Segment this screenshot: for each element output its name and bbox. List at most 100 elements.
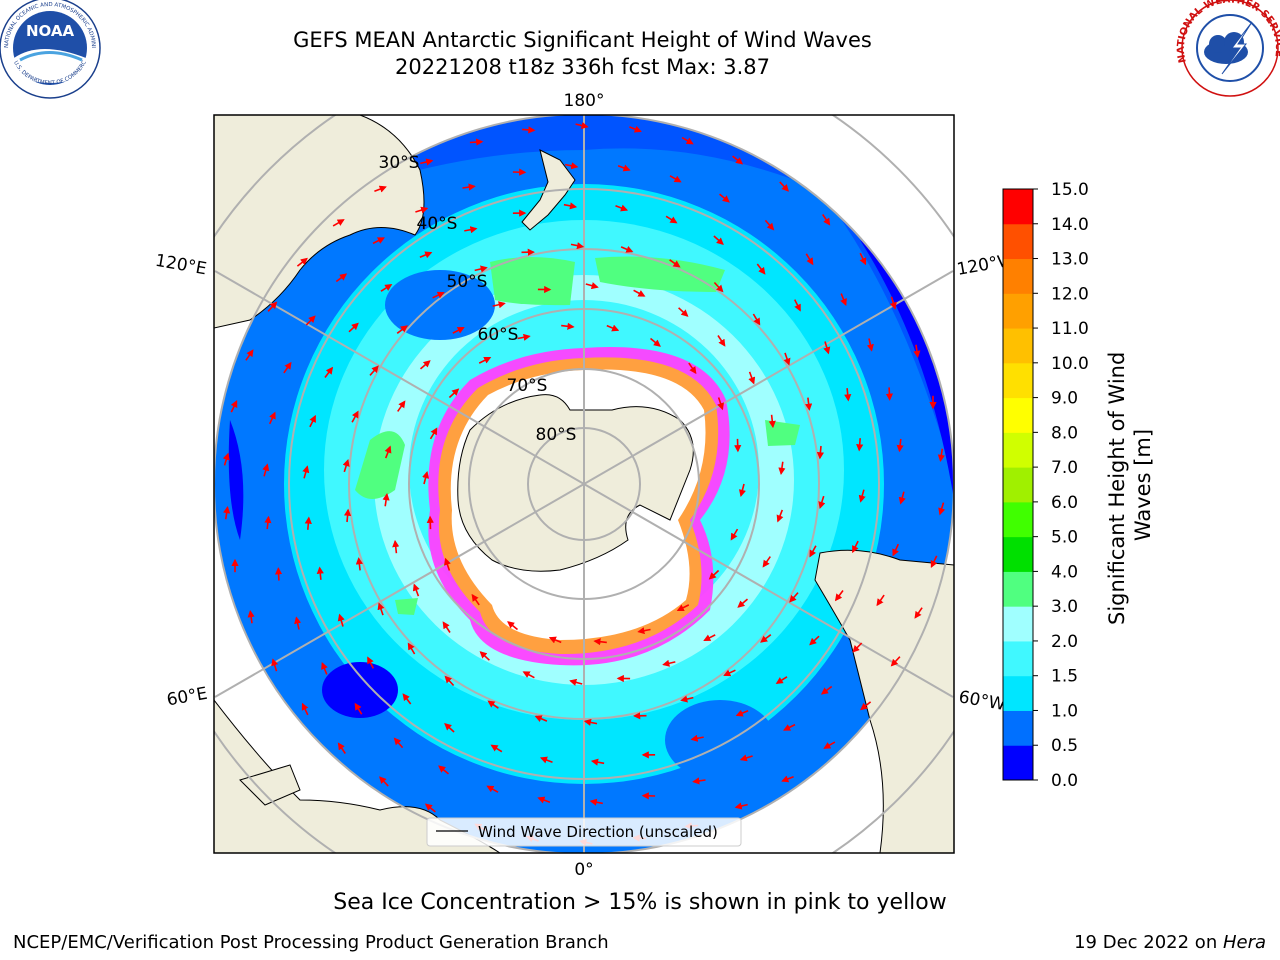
lon-label-60e: 60°E: [165, 684, 209, 711]
noaa-logo-icon: NOAA NATIONAL OCEANIC AND ATMOSPHERIC AD…: [0, 0, 101, 99]
wave-direction-arrow: [316, 566, 324, 580]
australia-landmass: [214, 115, 425, 329]
map-frame-border: [213, 114, 955, 854]
colorbar-segment: [1003, 745, 1033, 781]
lon-label-120e: 120°E: [154, 251, 208, 280]
colorbar-segment: [1003, 328, 1033, 364]
colorbar-segment: [1003, 501, 1033, 538]
wave-direction-arrow: [735, 709, 749, 717]
wave-direction-arrow: [486, 785, 499, 793]
wave-direction-arrow: [304, 516, 312, 530]
wave-direction-arrow: [756, 263, 766, 275]
wave-direction-arrow: [688, 362, 697, 375]
wave-direction-arrow: [764, 219, 775, 231]
wave-direction-arrow: [615, 204, 629, 212]
wave-direction-arrow: [301, 702, 309, 716]
wave-direction-arrow: [606, 324, 620, 332]
wave-direction-arrow: [422, 471, 430, 485]
wave-direction-arrow: [593, 638, 607, 646]
colorbar-tick-label: 9.0: [1051, 389, 1078, 409]
wave-direction-arrow: [271, 658, 279, 672]
wave-direction-arrow: [452, 326, 465, 334]
colorbar-tick-label: 12.0: [1051, 284, 1089, 304]
colorbar-segment: [1003, 606, 1033, 642]
wave-direction-arrow: [876, 594, 885, 607]
wave-direction-arrow: [296, 257, 308, 267]
wave-direction-arrow: [537, 796, 551, 804]
wave-direction-arrow: [522, 126, 536, 134]
colorbar-segment: [1003, 223, 1033, 260]
wave-direction-arrow: [723, 669, 736, 677]
wave-direction-arrow: [348, 322, 359, 333]
wave-direction-arrow: [268, 411, 276, 425]
wave-direction-arrow: [859, 252, 867, 266]
wave-direction-arrow: [708, 569, 720, 580]
wave-direction-arrow: [718, 193, 730, 203]
wave-direction-arrow: [617, 164, 631, 172]
wave-direction-arrow: [649, 337, 661, 347]
lat-label-60s: 60°S: [478, 325, 519, 345]
colorbar-tick-label: 15.0: [1051, 180, 1089, 200]
wave-direction-arrow: [898, 491, 906, 505]
wave-direction-arrow: [522, 671, 535, 679]
wave-direction-arrow: [429, 427, 438, 440]
wave-direction-arrow: [783, 352, 791, 366]
colorbar-segment: [1003, 640, 1033, 677]
lat-label-80s: 80°S: [536, 425, 577, 445]
wave-direction-arrow: [730, 528, 739, 541]
wave-direction-arrow: [337, 613, 345, 627]
wave-direction-arrow: [938, 502, 946, 516]
wave-direction-arrow: [337, 742, 346, 754]
wave-direction-arrow: [620, 246, 634, 253]
wave-direction-arrow: [245, 349, 254, 361]
wave-direction-arrow: [424, 803, 436, 813]
wave-direction-arrow: [507, 621, 519, 631]
wave-direction-arrow: [377, 602, 385, 616]
wave-direction-arrow: [885, 387, 894, 401]
colorbar-tick-label: 4.0: [1051, 562, 1078, 582]
colorbar-tick-label: 11.0: [1051, 319, 1089, 339]
wave-direction-arrow: [665, 215, 678, 224]
wave-direction-arrow: [834, 590, 844, 602]
wave-direction-arrow: [343, 508, 352, 523]
wave-direction-arrow: [896, 438, 904, 453]
wave-direction-arrow: [739, 754, 753, 762]
wave-direction-arrow: [374, 185, 387, 193]
wave-direction-arrow: [703, 634, 716, 642]
sea-ice-caption: Sea Ice Concentration > 15% is shown in …: [333, 890, 947, 915]
colorbar-border: [1002, 188, 1034, 781]
wave-direction-arrow: [823, 741, 836, 749]
wave-direction-arrow: [324, 366, 334, 378]
wave-direction-arrow: [372, 237, 385, 245]
wave-direction-arrow: [517, 333, 531, 341]
wave-direction-arrow: [415, 206, 429, 214]
wave-direction-arrow: [692, 777, 706, 785]
colorbar-segment: [1003, 397, 1033, 433]
wave-direction-arrow: [342, 459, 350, 473]
wave-direction-arrow: [367, 656, 375, 669]
wave-direction-arrow: [840, 293, 847, 307]
wave-direction-arrow: [569, 678, 583, 686]
lat-label-40s: 40°S: [417, 214, 458, 234]
wave-direction-arrow: [738, 483, 746, 497]
wave-height-field: [214, 115, 954, 853]
wave-direction-arrow: [351, 410, 359, 423]
wave-direction-arrow: [478, 356, 492, 364]
wave-direction-arrow: [809, 635, 820, 646]
wave-direction-arrow: [230, 400, 238, 413]
wave-direction-arrow: [748, 371, 756, 385]
wave-direction-arrow: [575, 121, 589, 130]
wave-direction-arrow: [369, 365, 379, 376]
colorbar-segment: [1003, 675, 1033, 711]
colorbar-segment: [1003, 710, 1033, 746]
colorbar-tick-label: 1.5: [1051, 667, 1078, 687]
wave-direction-arrow: [913, 344, 921, 359]
wave-direction-arrow: [866, 338, 874, 352]
wave-direction-arrow: [633, 289, 646, 297]
wave-direction-arrow: [448, 388, 460, 399]
wave-direction-arrow: [768, 414, 776, 429]
wave-direction-arrow: [589, 798, 603, 806]
wave-direction-arrow: [335, 273, 348, 283]
wave-direction-arrow: [852, 642, 863, 653]
wave-direction-arrow: [776, 509, 784, 523]
